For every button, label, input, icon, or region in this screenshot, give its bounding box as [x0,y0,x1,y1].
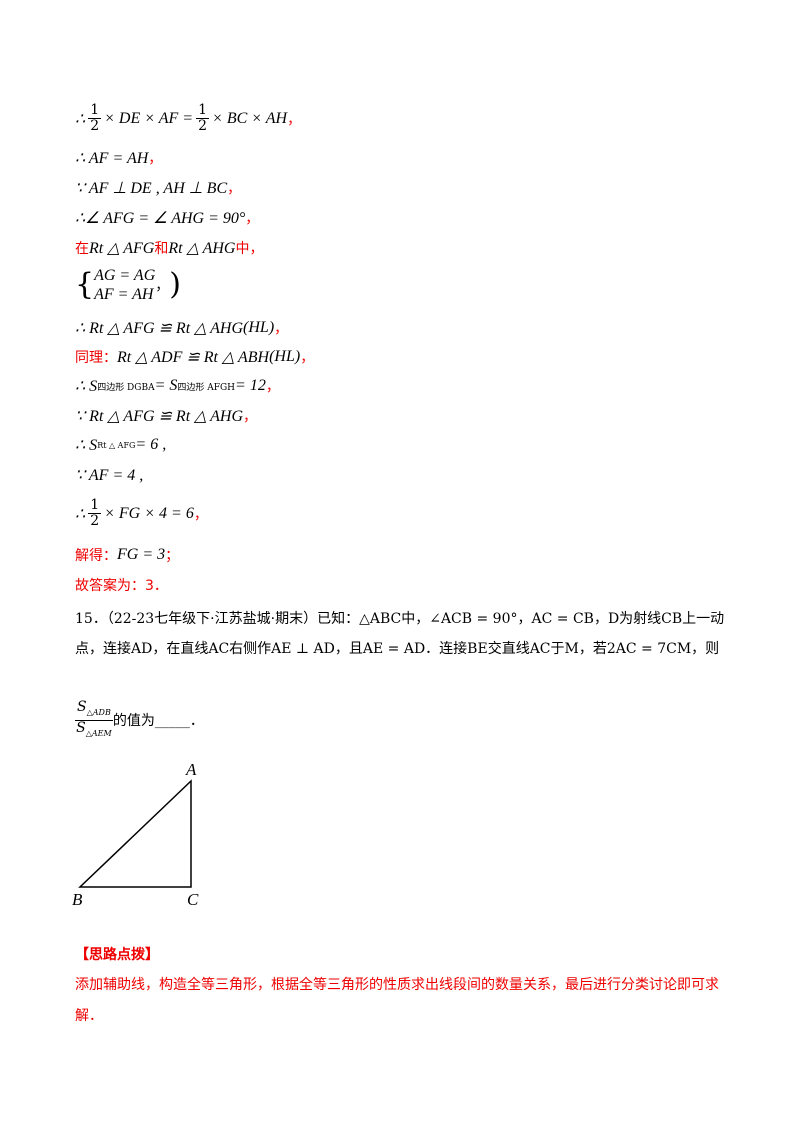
math: ∴ AF = AH [75,150,149,167]
punct: ， [274,321,289,337]
text: 15．（22-23七年级下·江苏盐城·期末）已知：△ABC中，∠ACB = 90… [75,611,725,627]
math: ∴ [75,110,86,128]
vertex-label: B [72,890,83,909]
punct: ， [155,278,170,294]
subscript: 四边形 DGBA [97,382,155,393]
denominator: 2 [90,118,100,134]
punct: ， [227,181,242,197]
vertex-label: C [187,890,199,909]
text: 【思路点拨】 [75,947,159,963]
text: 点，连接AD，在直线AC右侧作AE ⊥ AD，且AE = AD．连接BE交直线A… [75,641,720,657]
math: ∴ S [75,437,98,454]
line: 解得： FG = 3； [75,545,179,565]
denominator: 2 [198,118,208,134]
math: (HL) [243,319,275,336]
math: FG = 3 [117,546,166,563]
problem-line: 点，连接AD，在直线AC右侧作AE ⊥ AD，且AE = AD．连接BE交直线A… [75,638,719,658]
paren: ) [169,267,181,302]
punct: ， [300,350,315,366]
numerator: 1 [88,497,102,514]
punct: ， [287,111,302,128]
math: ∵ AF ⊥ DE , AH ⊥ BC [75,180,228,197]
text: 故答案为：3． [75,578,168,594]
line: ∴ AF = AH， [75,148,162,168]
line: ∴ Rt △ AFG ≌ Rt △ AHG (HL)， [75,318,288,338]
punct: ， [245,211,260,227]
numerator: 1 [196,102,210,119]
math: (HL) [269,348,301,365]
line: ∴ S 四边形 DGBA = S 四边形 AFGH = 12， [75,376,280,396]
math: ∵ Rt △ AFG ≌ Rt △ AHG [75,408,244,425]
text: 解得： [75,548,117,564]
math: × DE × AF = [104,109,194,127]
text: 中， [235,241,264,257]
line: ∵ AF = 4 , [75,465,143,485]
math: AF = AH [94,286,154,303]
math: = S [154,377,178,394]
text: 的值为_____． [112,713,204,730]
math: ∴ [75,505,86,523]
problem-line: 15．（22-23七年级下·江苏盐城·期末）已知：△ABC中，∠ACB = 90… [75,608,724,628]
math: Rt △ ADF ≌ Rt △ ABH [117,349,270,366]
line: 同理： Rt △ ADF ≌ Rt △ ABH (HL)， [75,347,314,367]
punct: ， [243,409,258,425]
denominator: 2 [90,513,100,529]
text: 和 [154,241,169,257]
line: 故答案为：3． [75,575,168,595]
numerator: S△ADB [75,700,113,721]
punct: ， [193,506,208,523]
text: 解． [75,1008,103,1024]
math: = 12 [235,377,266,394]
line: ∵ Rt △ AFG ≌ Rt △ AHG， [75,406,257,426]
math: ∴ S [75,378,98,395]
line: S△ADB S△AEM 的值为_____． [75,700,204,741]
math: × FG × 4 = 6 [104,504,194,522]
hint-line: 解． [75,1005,103,1025]
denominator: S△AEM [76,719,112,741]
line: {AG = AG AF = AH，) [75,266,181,304]
line: ∴∠ AFG = ∠ AHG = 90°， [75,208,259,228]
subscript: △AEM [85,728,112,738]
punct: ， [265,379,280,395]
math: = 6 , [135,436,167,453]
brace: { [75,267,95,302]
triangle [78,779,192,888]
text: 同理： [75,350,117,366]
math: ∴ Rt △ AFG ≌ Rt △ AHG [75,320,244,337]
math: Rt △ AHG [168,240,236,257]
line: ∴ 1 2 × DE × AF = 1 2 × BC × AH， [75,103,301,134]
subscript: Rt △ AFG [97,440,136,450]
punct: ， [148,151,163,167]
system: AG = AG AF = AH [94,266,155,304]
subscript: 四边形 AFGH [177,382,236,393]
math: Rt △ AFG [89,240,155,257]
punct: ； [165,548,180,564]
fraction: S△ADB S△AEM [75,700,113,741]
line: ∴ S Rt △ AFG = 6 , [75,435,166,455]
numerator: 1 [88,102,102,119]
line: 在 Rt △ AFG 和 Rt △ AHG 中， [75,238,263,258]
math: × BC × AH [212,109,288,127]
text: 添加辅助线，构造全等三角形，根据全等三角形的性质求出线段间的数量关系，最后进行分… [75,977,719,993]
hint-title: 【思路点拨】 [75,944,159,964]
math: AG = AG [94,267,156,284]
math: S [77,699,87,715]
math: ∵ AF = 4 , [75,467,144,484]
line: ∵ AF ⊥ DE , AH ⊥ BC， [75,178,241,198]
hint-line: 添加辅助线，构造全等三角形，根据全等三角形的性质求出线段间的数量关系，最后进行分… [75,974,719,994]
math: ∴∠ AFG = ∠ AHG = 90° [75,210,246,227]
vertex-label: A [186,760,197,779]
math: S [76,719,86,736]
subscript: △ADB [86,707,111,717]
text: 在 [75,241,89,257]
line: ∴ 1 2 × FG × 4 = 6， [75,498,208,529]
